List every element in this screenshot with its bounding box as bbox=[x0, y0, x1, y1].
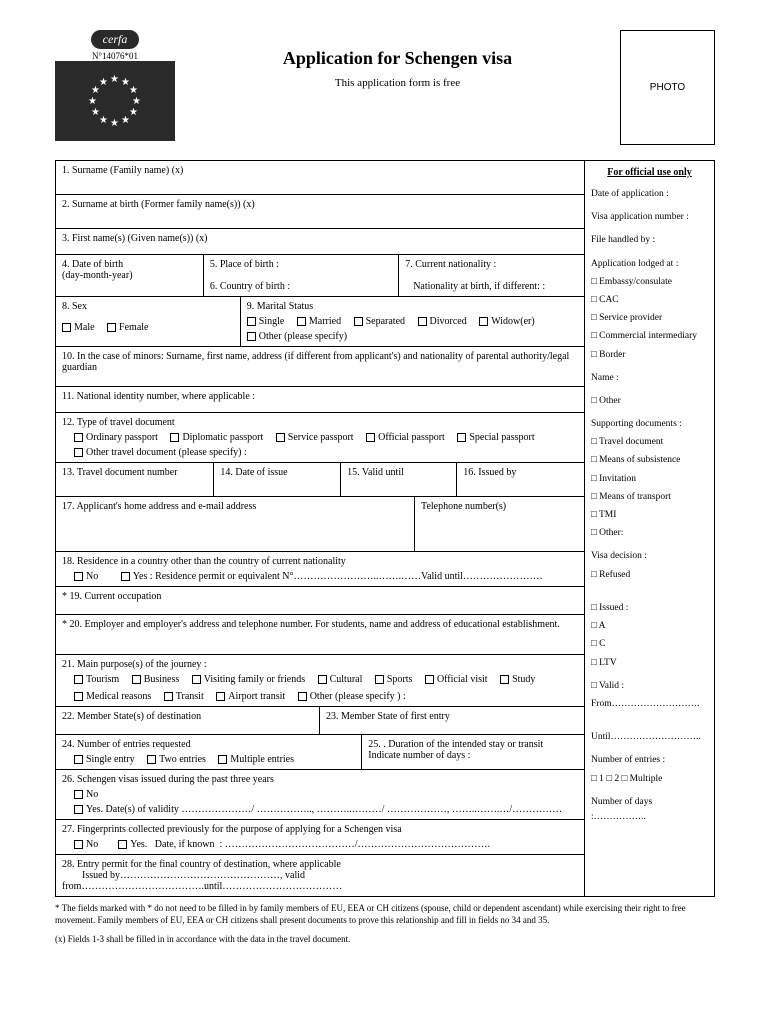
field-1[interactable]: 1. Surname (Family name) (x) bbox=[56, 161, 584, 195]
field-27[interactable]: 27. Fingerprints collected previously fo… bbox=[56, 820, 584, 855]
field-7[interactable]: 7. Current nationality : Nationality at … bbox=[399, 255, 584, 296]
title-block: Application for Schengen visa This appli… bbox=[190, 30, 605, 89]
field-10[interactable]: 10. In the case of minors: Surname, firs… bbox=[56, 347, 584, 387]
field-5-6[interactable]: 5. Place of birth : 6. Country of birth … bbox=[204, 255, 399, 296]
field-4[interactable]: 4. Date of birth (day-month-year) bbox=[56, 255, 204, 296]
field-13[interactable]: 13. Travel document number bbox=[56, 463, 214, 496]
field-20[interactable]: * 20. Employer and employer's address an… bbox=[56, 615, 584, 655]
field-21[interactable]: 21. Main purpose(s) of the journey : Tou… bbox=[56, 655, 584, 707]
field-22[interactable]: 22. Member State(s) of destination bbox=[56, 707, 320, 734]
field-25[interactable]: 25. . Duration of the intended stay or t… bbox=[362, 735, 584, 769]
row-17: 17. Applicant's home address and e-mail … bbox=[56, 497, 584, 552]
field-8[interactable]: 8. Sex Male Female bbox=[56, 297, 241, 346]
field-12[interactable]: 12. Type of travel document Ordinary pas… bbox=[56, 413, 584, 463]
field-17-tel[interactable]: Telephone number(s) bbox=[415, 497, 584, 551]
row-13-16: 13. Travel document number 14. Date of i… bbox=[56, 463, 584, 497]
main-column: 1. Surname (Family name) (x) 2. Surname … bbox=[56, 161, 584, 896]
form-subtitle: This application form is free bbox=[190, 77, 605, 89]
lodged-at: Application lodged at : □ Embassy/consul… bbox=[591, 257, 708, 363]
eu-flag: ★★★★★★★★★★★★ bbox=[55, 61, 175, 141]
visa-decision: Visa decision : □ Refused □ Issued : □ A… bbox=[591, 549, 708, 670]
field-9[interactable]: 9. Marital Status Single Married Separat… bbox=[241, 297, 584, 346]
field-14[interactable]: 14. Date of issue bbox=[214, 463, 341, 496]
field-11[interactable]: 11. National identity number, where appl… bbox=[56, 387, 584, 413]
form-title: Application for Schengen visa bbox=[190, 48, 605, 69]
field-17[interactable]: 17. Applicant's home address and e-mail … bbox=[56, 497, 415, 551]
field-28[interactable]: 28. Entry permit for the final country o… bbox=[56, 855, 584, 896]
row-4-7: 4. Date of birth (day-month-year) 5. Pla… bbox=[56, 255, 584, 297]
cerfa-number: N°14076*01 bbox=[92, 51, 138, 61]
header: cerfa N°14076*01 ★★★★★★★★★★★★ Applicatio… bbox=[55, 30, 715, 145]
official-heading: For official use only bbox=[591, 165, 708, 181]
cerfa-badge: cerfa bbox=[91, 30, 140, 49]
cerfa-block: cerfa N°14076*01 bbox=[55, 30, 175, 61]
official-column: For official use only Date of applicatio… bbox=[584, 161, 714, 896]
row-22-23: 22. Member State(s) of destination 23. M… bbox=[56, 707, 584, 735]
field-18[interactable]: 18. Residence in a country other than th… bbox=[56, 552, 584, 587]
footnote-1: * The fields marked with * do not need t… bbox=[55, 903, 715, 926]
field-3[interactable]: 3. First name(s) (Given name(s)) (x) bbox=[56, 229, 584, 255]
row-8-9: 8. Sex Male Female 9. Marital Status Sin… bbox=[56, 297, 584, 347]
photo-box: PHOTO bbox=[620, 30, 715, 145]
supporting-docs: Supporting documents : □ Travel document… bbox=[591, 417, 708, 541]
field-19[interactable]: * 19. Current occupation bbox=[56, 587, 584, 615]
field-23[interactable]: 23. Member State of first entry bbox=[320, 707, 584, 734]
photo-label: PHOTO bbox=[650, 82, 685, 93]
cerfa-flag-block: cerfa N°14076*01 ★★★★★★★★★★★★ bbox=[55, 30, 175, 141]
field-26[interactable]: 26. Schengen visas issued during the pas… bbox=[56, 770, 584, 820]
field-16[interactable]: 16. Issued by bbox=[457, 463, 584, 496]
field-24[interactable]: 24. Number of entries requested Single e… bbox=[56, 735, 362, 769]
field-2[interactable]: 2. Surname at birth (Former family name(… bbox=[56, 195, 584, 229]
row-24-25: 24. Number of entries requested Single e… bbox=[56, 735, 584, 770]
footnote-2: (x) Fields 1-3 shall be filled in in acc… bbox=[55, 934, 715, 946]
field-15[interactable]: 15. Valid until bbox=[341, 463, 457, 496]
form-grid: 1. Surname (Family name) (x) 2. Surname … bbox=[55, 160, 715, 897]
